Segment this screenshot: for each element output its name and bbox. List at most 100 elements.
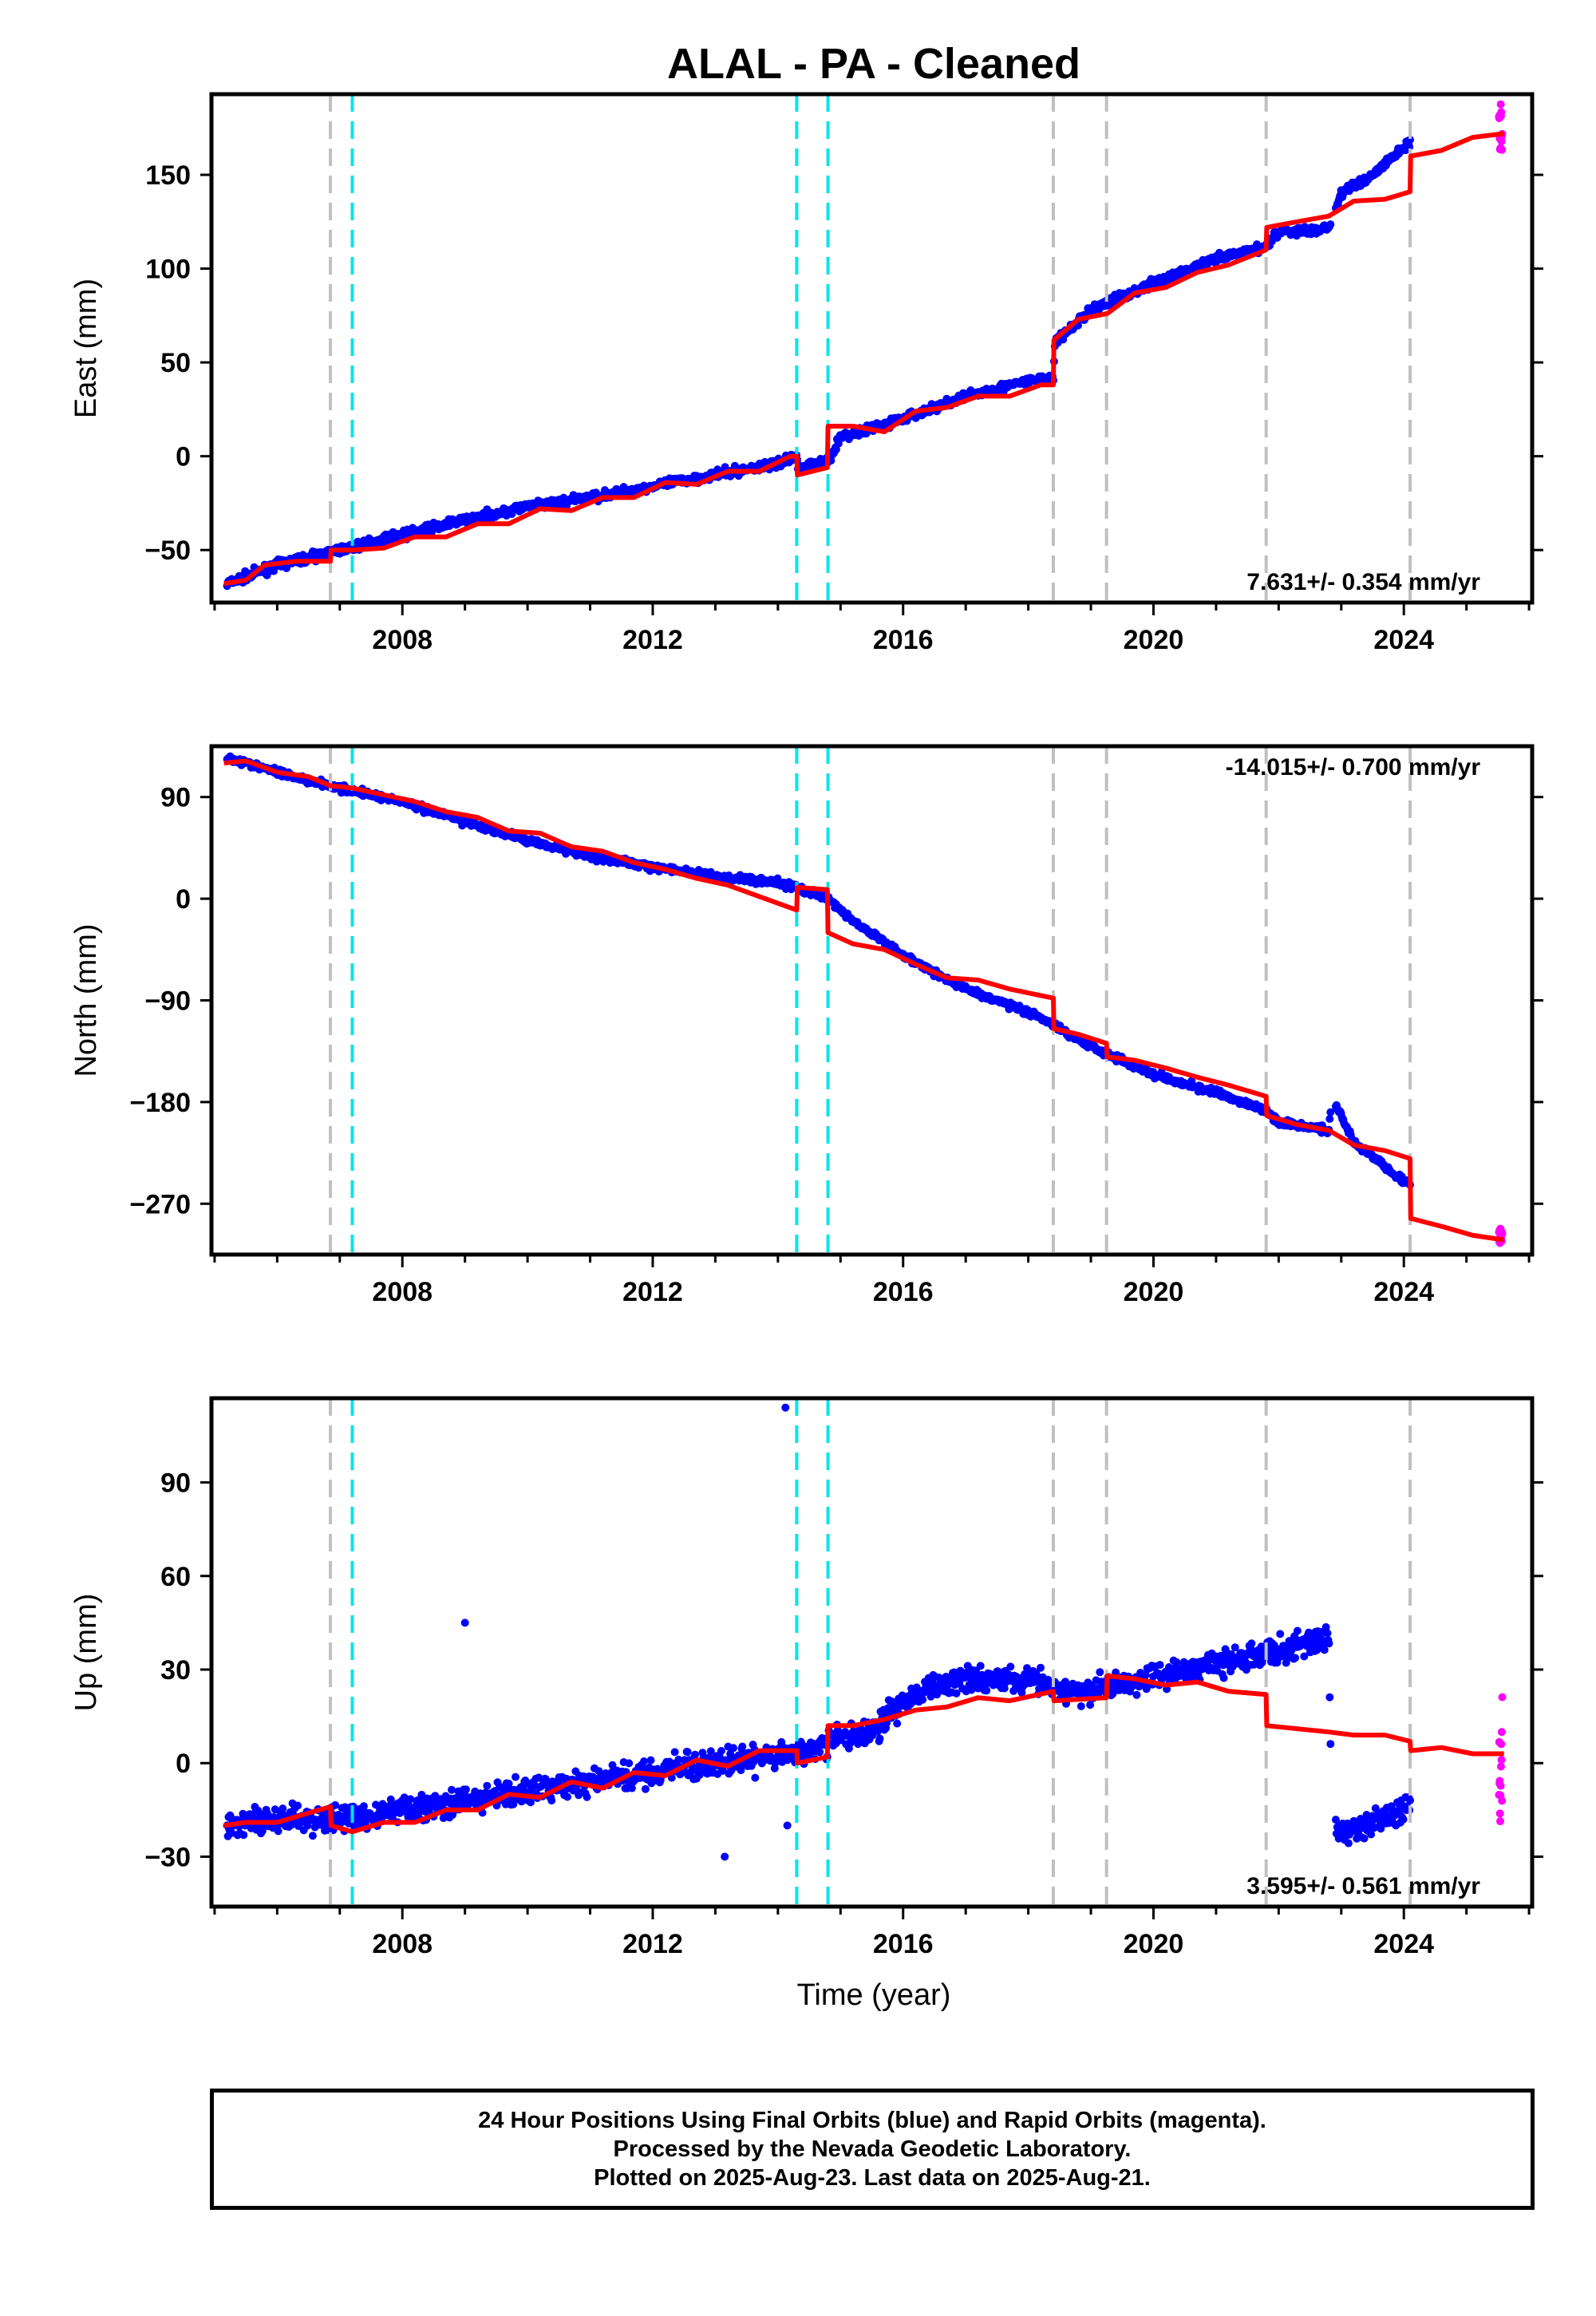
final-orbit-point: [274, 1827, 282, 1836]
final-orbit-point: [718, 1766, 727, 1775]
final-orbit-point: [294, 1801, 302, 1810]
final-orbit-point: [627, 1784, 636, 1792]
final-orbit-point: [729, 1744, 737, 1753]
y-tick-label: 0: [176, 884, 191, 915]
final-orbit-point: [608, 1761, 617, 1769]
final-orbit-point: [893, 1719, 902, 1728]
rapid-orbit-point: [1497, 1740, 1506, 1749]
rapid-orbit-point: [1496, 1762, 1505, 1771]
final-orbit-point: [1000, 1684, 1009, 1693]
final-orbit-point: [1037, 1663, 1045, 1672]
outlier-point: [781, 1403, 790, 1412]
final-orbit-point: [279, 1804, 287, 1813]
final-orbit-point: [1325, 1639, 1333, 1648]
final-orbit-point: [1320, 1646, 1329, 1654]
final-orbit-point: [1406, 1796, 1414, 1804]
final-orbit-point: [1172, 1658, 1181, 1666]
final-orbit-point: [1077, 1702, 1085, 1710]
x-tick-label: 2024: [1373, 625, 1434, 655]
x-tick-label: 2012: [622, 625, 683, 655]
footer-line-3: Plotted on 2025-Aug-23. Last data on 202…: [594, 2165, 1151, 2191]
plot-area: [223, 1398, 1507, 1907]
final-orbit-point: [1219, 1674, 1228, 1682]
velocity-rate-label: 3.595+/- 0.561 mm/yr: [1246, 1873, 1480, 1899]
final-orbit-point: [1399, 1815, 1408, 1824]
rapid-orbit-points: [1495, 100, 1507, 154]
final-orbit-point: [706, 1747, 715, 1756]
final-orbit-point: [1247, 1639, 1256, 1648]
final-orbit-point: [683, 1748, 692, 1757]
x-tick-label: 2008: [372, 625, 433, 655]
final-orbit-point: [526, 1798, 535, 1807]
x-tick-label: 2024: [1373, 1277, 1434, 1307]
rapid-orbit-point: [1498, 1796, 1507, 1805]
y-tick-label: −180: [129, 1088, 191, 1118]
model-fit-line: [223, 1673, 1504, 1835]
rapid-orbit-point: [1496, 1781, 1505, 1790]
rapid-orbit-points: [1495, 1224, 1507, 1247]
final-orbit-point: [439, 1814, 448, 1823]
x-tick-label: 2020: [1124, 1929, 1184, 1959]
outlier-point: [460, 1618, 469, 1627]
final-orbit-point: [1156, 1661, 1164, 1670]
final-orbit-point: [1360, 1834, 1369, 1843]
final-orbit-point: [563, 1792, 571, 1801]
final-orbit-point: [952, 1689, 961, 1697]
x-tick-label: 2020: [1124, 1277, 1184, 1307]
final-orbit-point: [1323, 1629, 1332, 1638]
rapid-orbit-point: [1497, 1756, 1506, 1765]
final-orbit-point: [1326, 1740, 1335, 1749]
plot-frame: [209, 1396, 1535, 1909]
final-orbit-point: [483, 1781, 492, 1790]
velocity-rate-label: 7.631+/- 0.354 mm/yr: [1246, 569, 1480, 595]
rapid-orbit-points: [1495, 1693, 1507, 1826]
final-orbit-point: [705, 1753, 713, 1762]
x-tick-label: 2008: [372, 1277, 433, 1307]
final-orbit-point: [1141, 1670, 1150, 1679]
y-axis-label: East (mm): [69, 279, 103, 418]
final-orbit-point: [1132, 1690, 1141, 1699]
final-orbit-point: [1293, 1626, 1302, 1635]
rapid-orbit-point: [1498, 1693, 1507, 1701]
final-orbit-point: [239, 1831, 248, 1840]
y-tick-label: 30: [160, 1655, 191, 1686]
final-orbit-point: [303, 1821, 312, 1830]
rapid-orbit-point: [1498, 1229, 1507, 1238]
final-orbit-point: [982, 1686, 991, 1695]
y-axis-label: Up (mm): [69, 1594, 103, 1712]
y-tick-label: 50: [160, 348, 191, 378]
outlier-point: [783, 1821, 792, 1830]
final-orbit-point: [258, 1827, 267, 1836]
x-tick-label: 2016: [873, 1929, 934, 1959]
final-orbit-point: [1406, 136, 1414, 144]
final-orbit-point: [1231, 1643, 1239, 1652]
final-orbit-point: [1325, 1115, 1334, 1123]
final-orbit-point: [976, 1662, 985, 1670]
final-orbit-point: [670, 1748, 679, 1757]
rapid-orbit-point: [1495, 1809, 1504, 1818]
final-orbit-point: [1377, 1824, 1385, 1833]
x-tick-label: 2012: [622, 1277, 683, 1307]
final-orbit-point: [1086, 1701, 1095, 1709]
final-orbit-point: [448, 1785, 456, 1794]
final-orbit-point: [331, 1800, 340, 1809]
final-orbit-point: [640, 1757, 648, 1765]
final-orbit-point: [625, 1759, 634, 1768]
final-orbit-point: [691, 1750, 699, 1759]
model-fit-line: [223, 131, 1505, 587]
x-tick-label: 2016: [873, 1277, 934, 1307]
final-orbit-point: [737, 1766, 745, 1775]
footer-line-1: 24 Hour Positions Using Final Orbits (bl…: [478, 2108, 1266, 2133]
x-tick-label: 2020: [1124, 625, 1184, 655]
rapid-orbit-point: [1497, 108, 1506, 117]
x-tick-label: 2024: [1373, 1929, 1434, 1959]
final-orbit-point: [1344, 1839, 1353, 1848]
figure-title: ALAL - PA - Cleaned: [667, 40, 1080, 88]
final-orbit-point: [512, 1773, 519, 1781]
final-orbit-point: [816, 1748, 824, 1757]
final-orbit-point: [406, 1795, 415, 1804]
final-orbit-point: [674, 1755, 683, 1764]
